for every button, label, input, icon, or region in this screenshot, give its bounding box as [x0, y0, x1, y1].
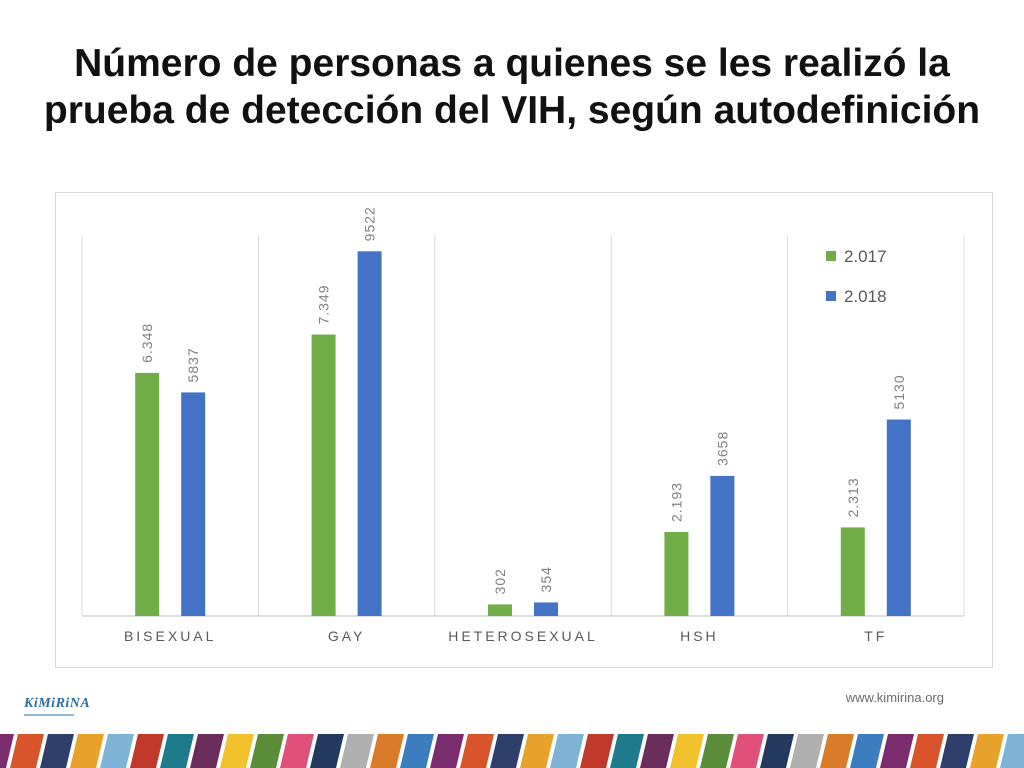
bar-2.017-bisexual	[135, 372, 160, 616]
band-stripe	[370, 734, 404, 768]
band-stripe	[220, 734, 254, 768]
band-stripe	[670, 734, 704, 768]
band-stripe	[10, 734, 44, 768]
band-stripe	[40, 734, 74, 768]
band-stripe	[610, 734, 644, 768]
data-label: 2.313	[845, 477, 861, 517]
band-stripe	[790, 734, 824, 768]
band-stripe	[850, 734, 884, 768]
data-label: 3658	[714, 431, 730, 466]
bar-2.017-gay	[311, 334, 336, 616]
data-label: 6.348	[139, 323, 155, 363]
band-stripe	[520, 734, 554, 768]
legend-label: 2.018	[844, 287, 887, 306]
data-label: 5130	[891, 374, 907, 409]
category-label: TF	[864, 628, 887, 644]
band-stripe	[820, 734, 854, 768]
category-label: BISEXUAL	[124, 628, 216, 644]
bar-2.018-heterosexual	[534, 602, 558, 616]
band-stripe	[430, 734, 464, 768]
data-label: 302	[492, 568, 508, 594]
band-stripe	[280, 734, 314, 768]
band-stripe	[1000, 734, 1024, 768]
slide-title-line-1: Número de personas a quienes se les real…	[74, 42, 950, 85]
band-stripe	[700, 734, 734, 768]
legend-label: 2.017	[844, 247, 887, 266]
data-label: 9522	[362, 206, 378, 241]
logo-text: KiMiRiNA	[24, 696, 91, 711]
band-stripe	[490, 734, 524, 768]
bar-2.018-hsh	[710, 475, 735, 616]
band-stripe	[730, 734, 764, 768]
band-stripe	[760, 734, 794, 768]
decorative-band	[0, 734, 1024, 768]
band-stripe	[580, 734, 614, 768]
bar-chart: 6.348 5837 BISEXUAL 7.349 9522 GAY 302 354 HETER…	[81, 206, 965, 644]
bar-2.018-tf	[886, 419, 911, 616]
kimirina-logo: KiMiRiNA	[24, 694, 91, 720]
band-stripe	[160, 734, 194, 768]
band-stripe	[70, 734, 104, 768]
band-stripe	[130, 734, 164, 768]
band-stripe	[0, 734, 14, 768]
bar-2.017-heterosexual	[488, 604, 512, 616]
data-label: 5837	[185, 347, 201, 382]
data-label: 7.349	[316, 284, 332, 324]
bar-2.017-tf	[840, 527, 865, 616]
logo-underline	[24, 714, 74, 716]
band-stripe	[640, 734, 674, 768]
band-stripe	[880, 734, 914, 768]
band-stripe	[460, 734, 494, 768]
bar-2.018-bisexual	[181, 392, 206, 616]
data-label: 354	[538, 566, 554, 592]
band-stripe	[970, 734, 1004, 768]
band-stripe	[100, 734, 134, 768]
legend-swatch	[826, 291, 836, 301]
band-stripe	[190, 734, 224, 768]
band-stripe	[550, 734, 584, 768]
slide-title-line-2: prueba de detección del VIH, según autod…	[43, 89, 981, 132]
band-stripe	[250, 734, 284, 768]
footer-url: www.kimirina.org	[845, 690, 944, 705]
band-stripe	[310, 734, 344, 768]
bar-2.017-hsh	[664, 532, 689, 616]
category-label: HETEROSEXUAL	[448, 628, 598, 644]
chart-frame: 6.348 5837 BISEXUAL 7.349 9522 GAY 302 354 HETER…	[55, 192, 993, 668]
band-stripe	[940, 734, 974, 768]
category-label: GAY	[328, 628, 366, 644]
band-stripe	[910, 734, 944, 768]
data-label: 2.193	[668, 482, 684, 522]
category-label: HSH	[680, 628, 719, 644]
bar-2.018-gay	[357, 251, 382, 616]
band-stripe	[340, 734, 374, 768]
legend-swatch	[826, 251, 836, 261]
band-stripe	[400, 734, 434, 768]
slide-title: Número de personas a quienes se les real…	[0, 40, 1024, 134]
